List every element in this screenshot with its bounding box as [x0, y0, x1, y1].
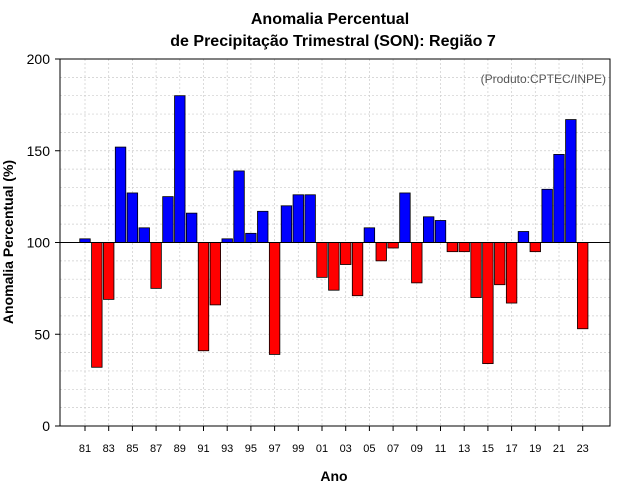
x-tick-label: 85 [126, 443, 138, 455]
y-tick-label: 200 [27, 51, 51, 67]
bar-91 [197, 242, 210, 352]
bar-08 [399, 192, 411, 243]
x-tick-label: 93 [221, 443, 233, 455]
bar-89 [174, 95, 186, 243]
bar-20 [541, 188, 553, 243]
bar-00 [304, 194, 316, 243]
x-tick-label: 91 [197, 443, 209, 455]
x-tick-label: 19 [529, 443, 541, 455]
y-axis-title: Anomalia Percentual (%) [0, 160, 16, 324]
x-tick-label: 03 [340, 443, 352, 455]
bar-86 [138, 227, 150, 243]
x-tick-label: 87 [150, 443, 162, 455]
bar-07 [387, 242, 399, 249]
x-tick-label: 21 [553, 443, 565, 455]
x-tick-label: 07 [387, 443, 399, 455]
bar-12 [446, 242, 459, 253]
bar-97 [268, 242, 281, 355]
bar-19 [529, 242, 541, 253]
x-tick-label: 83 [103, 443, 115, 455]
bar-82 [91, 242, 103, 368]
bar-95 [245, 232, 257, 243]
bar-16 [494, 242, 506, 286]
bar-04 [351, 242, 364, 297]
bar-88 [162, 196, 174, 243]
x-tick-label: 23 [577, 443, 589, 455]
bar-85 [126, 192, 139, 243]
y-tick-label: 50 [34, 326, 50, 342]
bar-23 [577, 242, 589, 330]
bar-18 [517, 231, 530, 243]
bar-13 [458, 242, 470, 253]
bar-09 [411, 242, 423, 284]
bar-14 [470, 242, 482, 298]
bar-10 [422, 216, 435, 243]
credit-label: (Produto:CPTEC/INPE) [481, 72, 606, 86]
x-tick-label: 05 [363, 443, 375, 455]
bar-01 [316, 242, 328, 278]
bar-02 [328, 242, 340, 291]
bar-21 [553, 154, 565, 243]
x-tick-label: 15 [482, 443, 494, 455]
bar-22 [565, 119, 577, 243]
bar-03 [340, 242, 352, 265]
x-tick-label: 89 [174, 443, 186, 455]
bar-84 [114, 146, 127, 243]
bar-87 [150, 242, 162, 289]
chart-title-line1: Anomalia Percentual [251, 11, 409, 28]
bar-06 [375, 242, 387, 262]
y-tick-label: 0 [42, 418, 50, 434]
x-tick-label: 81 [79, 443, 91, 455]
bar-11 [434, 220, 447, 243]
x-tick-label: 13 [458, 443, 470, 455]
bar-98 [280, 205, 293, 243]
x-tick-label: 11 [435, 443, 446, 455]
bar-15 [482, 242, 494, 365]
x-tick-label: 95 [245, 443, 257, 455]
y-tick-label: 150 [27, 143, 51, 159]
bar-17 [505, 242, 518, 304]
x-tick-label: 01 [316, 443, 328, 455]
x-tick-label: 09 [411, 443, 423, 455]
plot-frame [59, 58, 611, 427]
x-tick-label: 97 [268, 443, 280, 455]
bar-90 [185, 212, 198, 243]
bar-99 [292, 194, 304, 243]
bar-83 [103, 242, 115, 300]
bar-96 [257, 210, 269, 243]
grid-lines [60, 59, 610, 426]
chart-title-line2: de Precipitação Trimestral (SON): Região… [170, 33, 496, 50]
x-axis-title: Ano [320, 468, 347, 484]
bar-94 [233, 170, 245, 243]
axes: 0 50 100 150 200 81 83 85 87 89 91 93 95 97 99 01 03 05 07… [27, 51, 610, 455]
bar-92 [209, 242, 222, 306]
x-tick-label: 99 [292, 443, 304, 455]
bar-93 [221, 238, 233, 243]
bar-81 [79, 238, 91, 243]
y-tick-label: 100 [27, 235, 51, 251]
x-tick-label: 17 [505, 443, 517, 455]
bar-05 [363, 227, 376, 243]
